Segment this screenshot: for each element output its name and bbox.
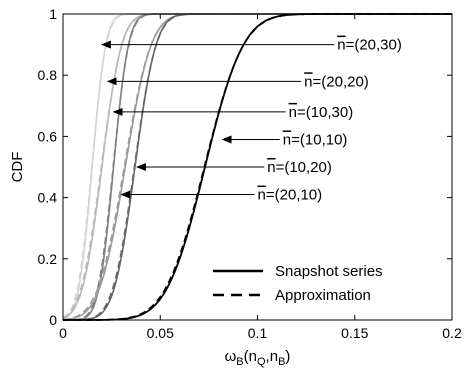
y-tick-label: 0.6 (38, 128, 58, 144)
annotations: n=(20,30) n=(20,20) n=(10,30) n=(10,10) n=(1… (100, 37, 402, 204)
y-tick-label: 1 (49, 6, 57, 22)
y-tick-label: 0.4 (38, 190, 58, 206)
x-tick-label: 0.1 (248, 325, 268, 341)
x-tick-label: 0 (59, 325, 67, 341)
axis-ticks: 0 0.05 0.1 0.15 0.2 0 0.2 0.4 0.6 0.8 1 (38, 6, 462, 341)
y-tick-label: 0.2 (38, 251, 58, 267)
x-tick-label: 0.2 (442, 325, 462, 341)
x-tick-label: 0.05 (147, 325, 174, 341)
legend-label-dashed: Approximation (275, 287, 371, 304)
approximation-curve-5 (62, 13, 452, 320)
legend-label-solid: Snapshot series (275, 263, 383, 280)
annotation-label-5: n=(20,10) (258, 187, 323, 204)
snapshot-curve-4 (62, 13, 452, 319)
x-axis-label: ωB(nQ,nB) (225, 348, 291, 368)
y-tick-label: 0 (49, 312, 57, 328)
annotation-label-1: n=(20,20) (304, 73, 369, 90)
legend: Snapshot series Approximation (213, 263, 383, 304)
annotation-label-3: n=(10,10) (283, 131, 348, 148)
y-axis-label: CDF (9, 152, 26, 183)
annotation-label-4: n=(10,20) (267, 159, 332, 176)
y-tick-label: 0.8 (38, 67, 58, 83)
annotation-label-2: n=(10,30) (289, 104, 354, 121)
annotation-label-0: n=(20,30) (337, 37, 402, 54)
x-tick-label: 0.15 (341, 325, 368, 341)
